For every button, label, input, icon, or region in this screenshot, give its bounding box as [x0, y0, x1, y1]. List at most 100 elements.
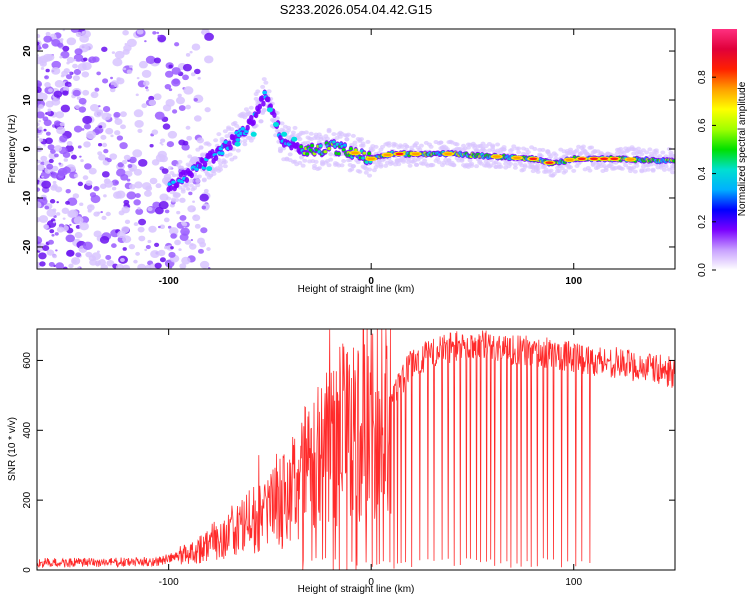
noise-blob [116, 135, 124, 141]
noise-blob [204, 107, 211, 113]
noise-blob [132, 149, 143, 158]
track-core [327, 146, 331, 151]
noise-blob [137, 226, 145, 233]
noise-blob [96, 250, 100, 253]
noise-blob [133, 199, 141, 206]
halo-blob [516, 146, 522, 151]
noise-blob [116, 77, 121, 82]
hot-spot-core [395, 152, 404, 156]
noise-blob [145, 55, 156, 64]
track-blob [295, 142, 300, 149]
halo-blob [430, 163, 436, 168]
noise-blob [138, 158, 148, 167]
noise-blob [82, 175, 89, 180]
noise-blob [53, 120, 61, 126]
cyan-spot [206, 166, 213, 172]
noise-blob [66, 56, 75, 64]
halo-blob [480, 141, 486, 146]
noise-blob [129, 64, 133, 69]
noise-blob [62, 29, 66, 32]
noise-blob [37, 41, 40, 46]
noise-blob [133, 259, 138, 264]
noise-blob [182, 74, 189, 81]
noise-blob [154, 111, 165, 120]
noise-blob [41, 196, 47, 201]
noise-blob [115, 264, 125, 269]
noise-blob [94, 186, 99, 190]
noise-blob [52, 180, 57, 185]
noise-blob [109, 84, 115, 89]
track-core [262, 90, 268, 95]
track-blob [260, 95, 265, 102]
noise-blob [81, 71, 90, 78]
noise-blob [126, 38, 137, 48]
halo-blob [634, 163, 640, 168]
noise-blob [78, 106, 87, 113]
halo-blob [551, 171, 557, 176]
track-core [223, 140, 229, 144]
noise-blob [84, 163, 92, 170]
noise-blob [135, 251, 140, 256]
noise-blob [72, 193, 80, 199]
noise-blob [37, 86, 42, 94]
snr-frame [36, 328, 676, 571]
halo-blob [535, 163, 541, 168]
halo-blob [274, 116, 280, 121]
noise-blob [98, 105, 101, 108]
noise-blob [144, 86, 149, 90]
noise-blob [111, 179, 119, 186]
halo-blob [175, 192, 181, 197]
noise-blob [190, 239, 194, 242]
noise-blob [128, 183, 136, 190]
halo-blob [216, 132, 222, 137]
noise-blob [160, 138, 166, 143]
track-core [323, 150, 328, 154]
noise-blob [38, 104, 44, 110]
track-blob [168, 185, 174, 192]
track-core [235, 138, 241, 142]
noise-blob [45, 131, 51, 136]
noise-blob [101, 215, 107, 221]
spectrogram-y-ticks: -20 -10 0 10 20 [22, 45, 675, 254]
noise-blob [162, 123, 171, 130]
halo-blob [623, 163, 629, 168]
noise-blob [193, 97, 198, 102]
halo-blob [451, 162, 457, 167]
noise-blob [102, 106, 111, 113]
noise-blob [65, 200, 70, 205]
noise-blob [49, 199, 56, 204]
noise-blob [74, 48, 83, 55]
noise-blob [179, 263, 187, 269]
halo-blob [589, 145, 595, 150]
noise-blob [147, 239, 152, 244]
halo-blob [234, 123, 240, 128]
noise-blob [178, 105, 186, 111]
noise-blob [56, 226, 65, 233]
noise-blob [37, 236, 43, 245]
noise-blob [54, 145, 63, 152]
hot-spot-core [529, 157, 538, 161]
halo-blob [649, 162, 655, 167]
noise-blob [67, 197, 78, 206]
noise-blob [123, 67, 127, 71]
noise-blob [144, 40, 147, 43]
halo-blob [512, 162, 518, 167]
noise-blob [48, 239, 54, 245]
noise-blob [152, 201, 161, 209]
noise-blob [178, 139, 186, 146]
noise-blob [47, 144, 55, 151]
halo-blob [417, 147, 423, 152]
noise-blob [69, 223, 72, 226]
noise-blob [104, 180, 114, 188]
noise-blob [75, 31, 83, 38]
halo-blob [206, 160, 212, 165]
halo-blob [525, 150, 531, 155]
noise-blob [96, 71, 101, 76]
noise-blob [55, 262, 65, 269]
halo-blob [512, 165, 518, 170]
noise-blob [37, 83, 41, 87]
halo-blob [266, 89, 272, 94]
halo-blob [183, 183, 189, 188]
hot-spot-core [383, 153, 392, 157]
noise-blob [96, 109, 104, 116]
